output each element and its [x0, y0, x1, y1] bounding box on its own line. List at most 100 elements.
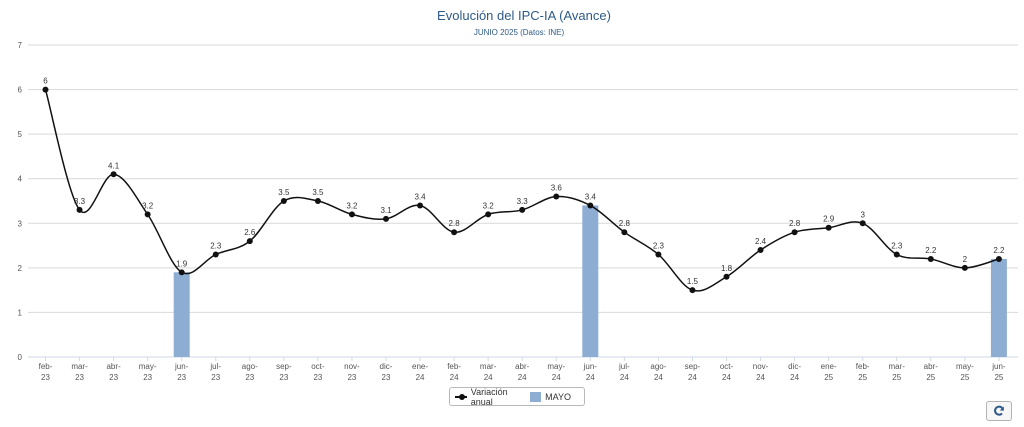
line-point[interactable] — [621, 229, 628, 236]
refresh-icon — [994, 405, 1004, 416]
line-point[interactable] — [961, 264, 968, 271]
data-label: 3.2 — [483, 201, 495, 210]
chart-subtitle: JUNIO 2025 (Datos: INE) — [474, 28, 565, 37]
line-point[interactable] — [451, 229, 458, 236]
data-label: 3.3 — [517, 197, 529, 206]
y-tick-label: 3 — [18, 219, 23, 228]
x-tick-label: nov-24 — [753, 362, 769, 382]
x-tick-label: feb-23 — [39, 362, 53, 382]
x-tick-label: ene-24 — [412, 362, 428, 382]
x-tick-label: nov-23 — [344, 362, 360, 382]
x-tick-label: may-25 — [956, 362, 974, 382]
data-label: 1.9 — [176, 259, 188, 268]
data-label: 3.5 — [278, 188, 290, 197]
line-series-path — [44, 89, 1000, 292]
x-tick-label: sep-23 — [276, 362, 292, 382]
line-point[interactable] — [212, 251, 219, 258]
data-label: 3.2 — [142, 201, 154, 210]
x-tick-label: sep-24 — [685, 362, 701, 382]
data-label: 1.5 — [687, 277, 699, 286]
data-label: 2.8 — [619, 219, 631, 228]
y-tick-label: 0 — [18, 353, 23, 362]
line-point[interactable] — [689, 287, 696, 294]
data-label: 1.8 — [721, 264, 733, 273]
legend-label-bar: MAYO — [545, 391, 571, 402]
x-tick-label: jul-23 — [209, 362, 221, 382]
line-point[interactable] — [246, 238, 253, 245]
y-axis: 0 1 2 3 4 5 6 7 — [18, 41, 23, 362]
line-point[interactable] — [587, 202, 594, 209]
data-label: 2.2 — [925, 246, 937, 255]
y-tick-label: 5 — [18, 130, 23, 139]
line-point[interactable] — [144, 211, 151, 218]
line-point[interactable] — [348, 211, 355, 218]
line-markers — [42, 86, 1002, 294]
line-point[interactable] — [553, 193, 560, 200]
data-label: 2.3 — [653, 241, 665, 250]
y-tick-label: 2 — [18, 264, 23, 273]
data-label: 3 — [860, 210, 865, 219]
data-label: 4.1 — [108, 161, 120, 170]
data-label: 2.6 — [244, 228, 256, 237]
data-labels: 6 3.3 4.1 3.2 1.9 2.3 2.6 3.5 3.5 3.2 3.1 3.4 2.8 3.2… — [43, 77, 1005, 287]
x-axis: feb-23 mar-23 abr-23 may-23 jun-23 jul-23 ago-… — [39, 357, 1006, 382]
data-label: 3.5 — [312, 188, 324, 197]
x-tick-label: mar-25 — [889, 362, 906, 382]
line-point[interactable] — [723, 273, 730, 280]
x-tick-label: jun-25 — [991, 362, 1006, 382]
x-tick-label: jun-24 — [583, 362, 598, 382]
line-point[interactable] — [42, 86, 49, 93]
x-tick-label: jun-23 — [174, 362, 189, 382]
line-point[interactable] — [927, 255, 934, 262]
x-tick-label: feb-25 — [856, 362, 870, 382]
x-tick-label: ago-23 — [242, 362, 258, 382]
line-point[interactable] — [76, 206, 83, 213]
x-tick-label: may-23 — [139, 362, 157, 382]
line-point[interactable] — [995, 255, 1002, 262]
data-label: 2.8 — [449, 219, 461, 228]
x-tick-label: dic-23 — [380, 362, 393, 382]
x-tick-label: may-24 — [547, 362, 565, 382]
x-tick-label: dic-24 — [788, 362, 801, 382]
data-label: 3.3 — [74, 197, 86, 206]
data-label: 3.6 — [551, 184, 563, 193]
line-point[interactable] — [825, 224, 832, 231]
data-label: 3.1 — [380, 206, 392, 215]
line-point[interactable] — [280, 198, 287, 204]
line-point[interactable] — [417, 202, 424, 209]
line-point[interactable] — [383, 215, 389, 222]
x-tick-label: abr-23 — [106, 362, 121, 382]
data-label: 2.4 — [755, 237, 767, 246]
y-tick-label: 6 — [18, 86, 23, 95]
x-tick-label: ene-25 — [821, 362, 837, 382]
x-tick-label: abr-25 — [924, 362, 939, 382]
line-point[interactable] — [655, 251, 662, 258]
x-tick-label: oct-24 — [720, 362, 734, 382]
line-point[interactable] — [519, 206, 526, 213]
line-point[interactable] — [485, 211, 492, 218]
line-point[interactable] — [314, 198, 321, 204]
line-point[interactable] — [791, 229, 798, 236]
line-point[interactable] — [178, 269, 185, 276]
line-point[interactable] — [110, 171, 117, 178]
bar-series — [173, 205, 1007, 357]
legend: Variación anual MAYO — [449, 387, 585, 407]
line-point[interactable] — [757, 247, 764, 254]
x-tick-label: jul-24 — [618, 362, 630, 382]
y-tick-label: 7 — [18, 41, 23, 50]
chart-title: Evolución del IPC-IA (Avance) — [437, 8, 611, 23]
data-label: 3.2 — [346, 201, 358, 210]
legend-item-line[interactable]: Variación anual — [455, 387, 522, 407]
x-tick-label: oct-23 — [311, 362, 325, 382]
data-label: 3.4 — [414, 192, 426, 201]
refresh-button[interactable] — [986, 401, 1012, 421]
data-label: 2 — [963, 255, 968, 264]
bar[interactable] — [990, 258, 1007, 357]
line-point[interactable] — [859, 220, 866, 227]
grid — [28, 44, 1018, 358]
bar[interactable] — [582, 205, 599, 357]
line-point[interactable] — [893, 251, 900, 258]
legend-item-bar[interactable]: MAYO — [530, 391, 571, 402]
bar[interactable] — [173, 272, 190, 357]
